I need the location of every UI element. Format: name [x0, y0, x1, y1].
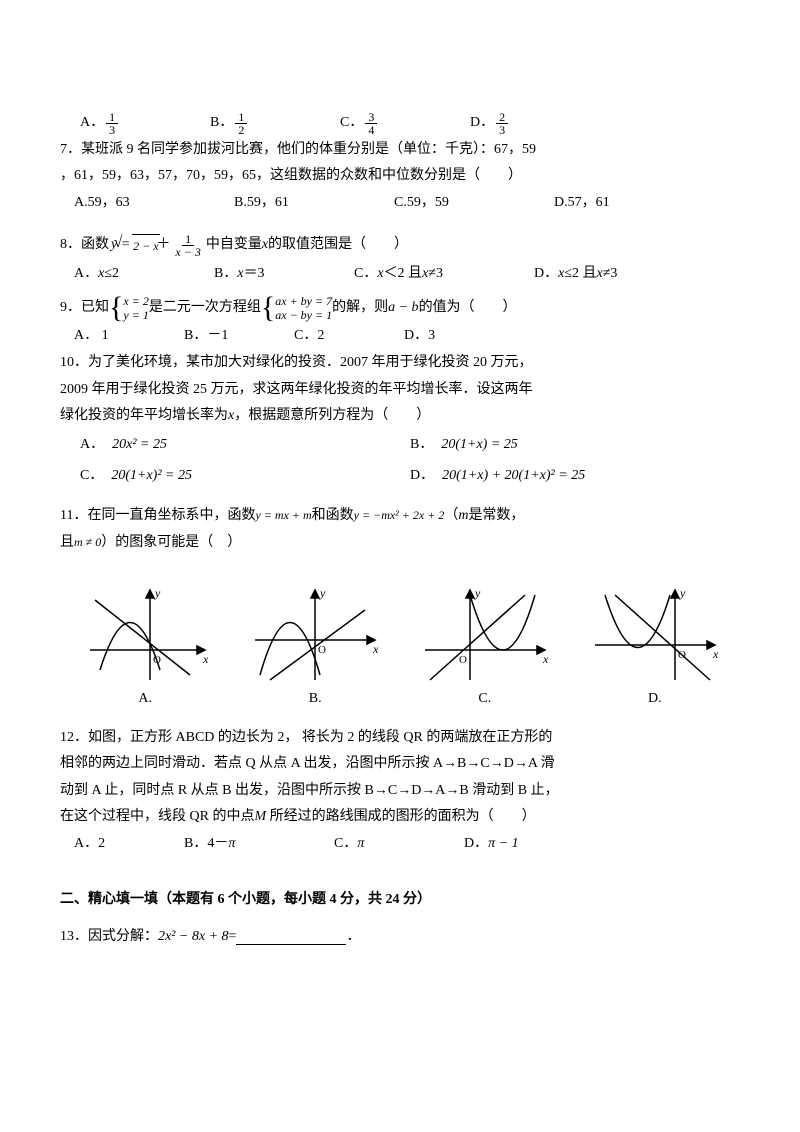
q13-eq: = — [229, 924, 237, 951]
q9-expr: a − b — [388, 295, 418, 322]
q6-d-frac: 2 3 — [496, 111, 508, 136]
q8-frac: 1 x − 3 — [172, 233, 203, 258]
brace-icon: { — [109, 293, 123, 323]
svg-text:O: O — [678, 649, 686, 661]
q7-options: A.59，63 B.59，61 C.59，59 D.57，61 — [60, 190, 740, 217]
q12-options: A．2 B．4－π C．π D．π − 1 — [60, 831, 740, 858]
q6-b-frac: 1 2 — [235, 111, 247, 136]
section2-header: 二、精心填一填（本题有 6 个小题，每小题 4 分，共 24 分） — [60, 887, 740, 914]
q12-l4: 在这个过程中，线段 QR 的中点M 所经过的路线围成的图形的面积为（ ） — [60, 804, 740, 831]
q11-lab-c: C. — [478, 691, 491, 707]
q9-options: A． 1 B．－1 C．2 D．3 — [60, 323, 740, 350]
q6-c-frac: 3 4 — [365, 111, 377, 136]
q10-opt-c: C． 20(1+x)² = 25 — [80, 461, 410, 492]
q6-opt-c: C． 3 4 — [340, 110, 470, 137]
q9-opt-c: C．2 — [294, 323, 404, 350]
q6-c-label: C． — [340, 110, 363, 137]
q6-b-label: B． — [210, 110, 233, 137]
q6-a-label: A． — [80, 110, 104, 137]
svg-text:x: x — [712, 647, 719, 661]
svg-text:x: x — [202, 652, 209, 666]
q11-graph-c: x y O — [415, 585, 555, 685]
q7-opt-b: B.59，61 — [234, 190, 394, 217]
q7-opt-a: A.59，63 — [74, 190, 234, 217]
q12-opt-c: C．π — [334, 831, 464, 858]
q13-blank — [236, 930, 346, 945]
q10-opt-a: A． 20x² = 25 — [80, 430, 410, 461]
q6-opt-b: B． 1 2 — [210, 110, 340, 137]
q9-opt-b: B．－1 — [184, 323, 294, 350]
q11-graph-b: x y O — [245, 585, 385, 685]
q11-lab-a: A. — [138, 691, 152, 707]
q12-opt-b: B．4－π — [184, 831, 334, 858]
q13: 13．因式分解： 2x² − 8x + 8 = ． — [60, 924, 740, 951]
q13-expr: 2x² − 8x + 8 — [158, 924, 229, 951]
q9-mid2: 的解，则 — [332, 295, 388, 322]
q6-options: A． 1 3 B． 1 2 C． 3 4 D． 2 3 — [60, 110, 740, 137]
q13-lead: 13．因式分解： — [60, 924, 158, 951]
q7-opt-c: C.59，59 — [394, 190, 554, 217]
svg-text:y: y — [154, 586, 161, 600]
q7-line2: ，61，59，63，57，70，59，65，这组数据的众数和中位数分别是（ ） — [60, 163, 740, 190]
q12-l2: 相邻的两边上同时滑动．若点 Q 从点 A 出发，沿图中所示按 A→B→C→D→A… — [60, 751, 740, 778]
q11-lab-b: B. — [309, 691, 322, 707]
q12-l3: 动到 A 止，同时点 R 从点 B 出发，沿图中所示按 B→C→D→A→B 滑动… — [60, 778, 740, 805]
q11-l1: 11．在同一直角坐标系中，函数y = mx + m和函数y = −mx² + 2… — [60, 503, 740, 530]
q11-graph-d: x y O — [585, 585, 725, 685]
svg-text:y: y — [319, 586, 326, 600]
q8-options: A． x ≤2 B． x ＝3 C． x ＜2 且 x ≠3 D． x ≤2 且… — [60, 261, 740, 288]
q8-mid: 中自变量 — [206, 232, 262, 259]
q10-opt-d: D． 20(1+x) + 20(1+x)² = 25 — [410, 461, 740, 492]
q12-opt-a: A．2 — [74, 831, 184, 858]
q11-lab-d: D. — [648, 691, 662, 707]
q12-opt-d: D．π − 1 — [464, 831, 519, 858]
svg-text:O: O — [318, 644, 326, 656]
q11-l2: 且m ≠ 0）的图象可能是（ ） — [60, 530, 740, 557]
q7-opt-d: D.57，61 — [554, 190, 610, 217]
brace-icon: { — [261, 293, 275, 323]
q10-l3: 绿化投资的年平均增长率为x，根据题意所列方程为（ ） — [60, 403, 740, 430]
q9-mid1: 是二元一次方程组 — [149, 295, 261, 322]
q6-d-label: D． — [470, 110, 494, 137]
svg-text:O: O — [153, 654, 161, 666]
q8-tail: 的取值范围是（ ） — [268, 232, 408, 259]
q8-lead: 8．函数 — [60, 232, 109, 259]
q9-sys2: { ax + by = 7 ax − by = 1 — [261, 293, 332, 323]
q9-stem: 9．已知 { x = 2 y = 1 是二元一次方程组 { ax + by = … — [60, 293, 740, 323]
q8-opt-a: A． x ≤2 — [74, 261, 214, 288]
q8-opt-c: C． x ＜2 且 x ≠3 — [354, 261, 534, 288]
q10-opt-b: B． 20(1+x) = 25 — [410, 430, 740, 461]
q11-graph-a: x y O — [75, 585, 215, 685]
q8-opt-b: B． x ＝3 — [214, 261, 354, 288]
q9-tail: 的值为（ ） — [419, 295, 517, 322]
q8-opt-d: D． x ≤2 且 x ≠3 — [534, 261, 617, 288]
q11-graph-labels: A. B. C. D. — [60, 691, 740, 707]
q8-plus: ＋ — [156, 232, 170, 259]
exam-page: A． 1 3 B． 1 2 C． 3 4 D． 2 3 — [0, 0, 800, 1011]
q8-stem: 8．函数 y = 2 − x √ ＋ 1 x − 3 中自变量 x 的取值范围是… — [60, 230, 740, 260]
q9-lead: 9．已知 — [60, 295, 109, 322]
q10-l2: 2009 年用于绿化投资 25 万元，求这两年绿化投资的年平均增长率．设这两年 — [60, 377, 740, 404]
q9-sys1: { x = 2 y = 1 — [109, 293, 149, 323]
q8-radical-sign: √ — [114, 228, 123, 258]
q9-opt-a: A． 1 — [74, 323, 184, 350]
svg-text:x: x — [542, 652, 549, 666]
svg-text:y: y — [679, 586, 686, 600]
svg-text:O: O — [459, 654, 467, 666]
q9-opt-d: D．3 — [404, 323, 435, 350]
q13-tail: ． — [346, 924, 360, 951]
svg-text:x: x — [372, 642, 379, 656]
q12-l1: 12．如图，正方形 ABCD 的边长为 2， 将长为 2 的线段 QR 的两端放… — [60, 725, 740, 752]
q11-graphs: x y O x y O x y O — [60, 585, 740, 685]
q10-l1: 10．为了美化环境，某市加大对绿化的投资．2007 年用于绿化投资 20 万元， — [60, 350, 740, 377]
q6-opt-a: A． 1 3 — [80, 110, 210, 137]
q6-a-frac: 1 3 — [106, 111, 118, 136]
svg-text:y: y — [474, 586, 481, 600]
q6-opt-d: D． 2 3 — [470, 110, 510, 137]
q7-line1: 7．某班派 9 名同学参加拔河比赛，他们的体重分别是（单位：千克）：67，59 — [60, 137, 740, 164]
q10-options: A． 20x² = 25 B． 20(1+x) = 25 C． 20(1+x)²… — [60, 430, 740, 492]
